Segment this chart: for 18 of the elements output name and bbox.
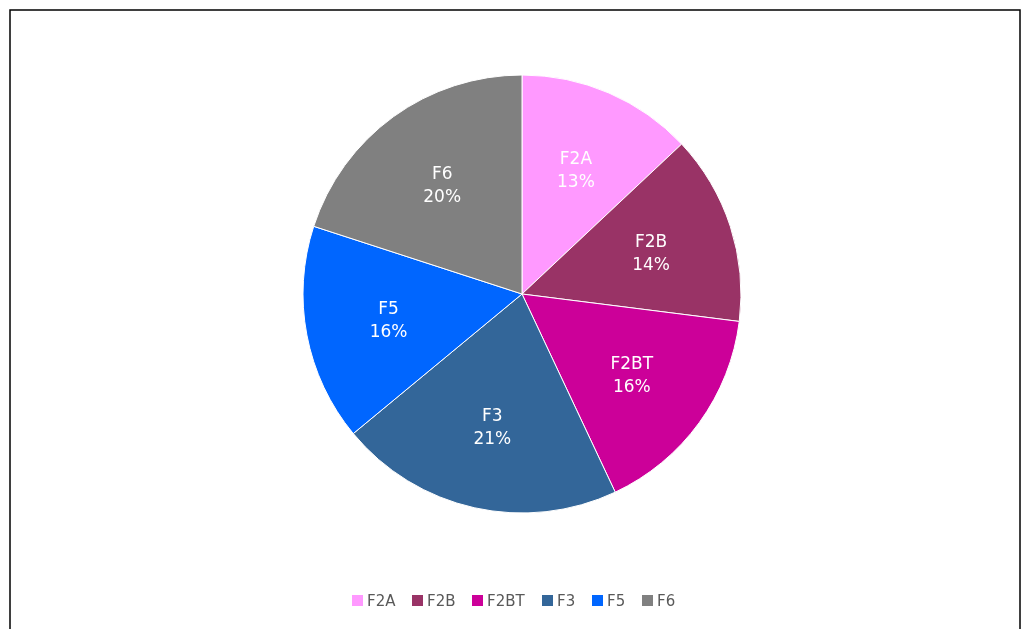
slice-label: F5 xyxy=(378,298,399,319)
legend-label: F2A xyxy=(367,592,397,610)
slice-label: F2A xyxy=(559,148,593,169)
data-label: 13% xyxy=(557,171,595,192)
data-label: 16% xyxy=(369,321,408,342)
legend-label: F2B xyxy=(427,592,456,610)
data-label: 16% xyxy=(612,375,651,396)
slice-label: F2B xyxy=(635,230,668,251)
data-label: 21% xyxy=(473,428,512,449)
data-label: 14% xyxy=(632,253,671,274)
slice-label: F6 xyxy=(431,163,453,184)
legend-label: F5 xyxy=(607,592,626,610)
legend-label: F6 xyxy=(657,592,676,610)
slice-label: F2BT xyxy=(610,352,654,373)
data-label: 20% xyxy=(423,186,462,206)
legend-label: F2BT xyxy=(487,592,526,610)
slice-label: F3 xyxy=(482,405,503,426)
legend-label: F3 xyxy=(557,592,576,610)
